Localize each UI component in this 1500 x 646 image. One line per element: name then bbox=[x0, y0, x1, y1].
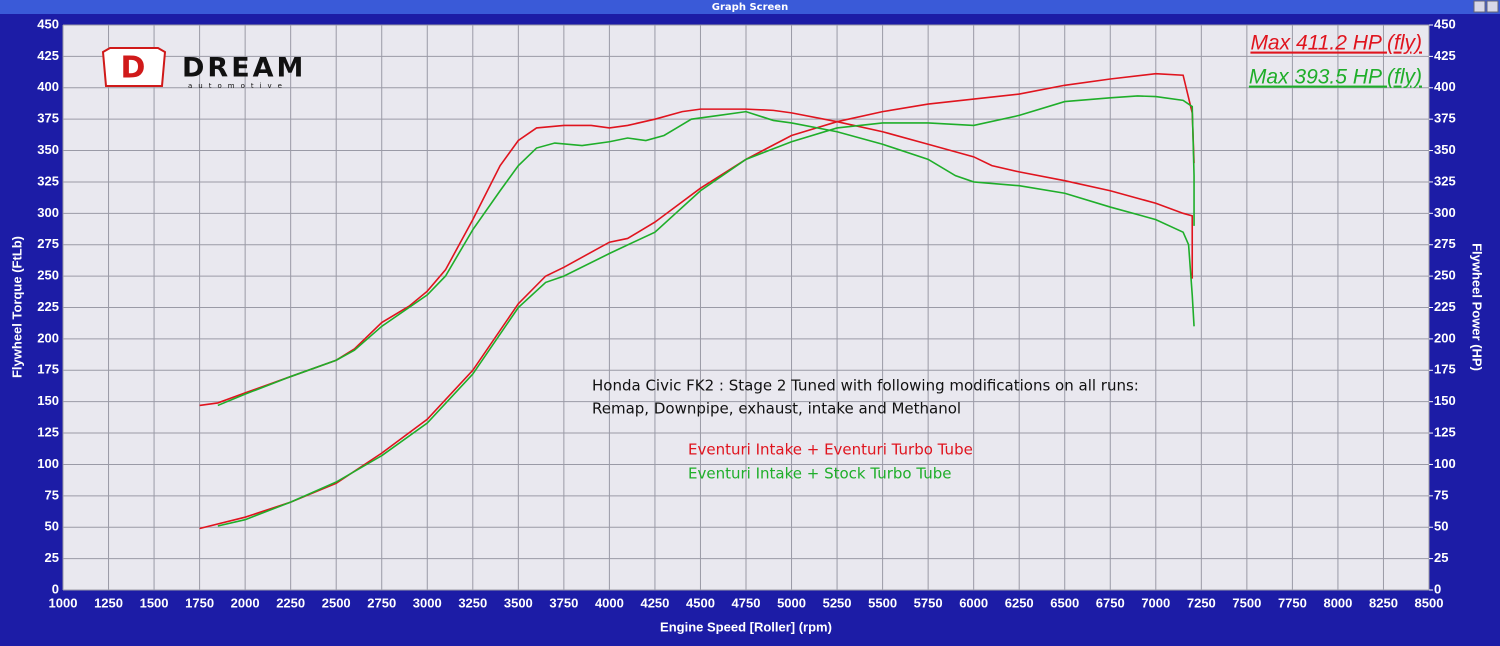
y-tick-label: 400 bbox=[37, 79, 59, 94]
y-tick-label: 425 bbox=[37, 48, 59, 63]
line bbox=[217, 95, 1195, 527]
legend-entry: Eventuri Intake + Eventuri Turbo Tube bbox=[688, 441, 973, 459]
x-tick-label: 1750 bbox=[185, 595, 214, 610]
y-tick-label: 150 bbox=[37, 393, 59, 408]
window-button[interactable] bbox=[1486, 0, 1499, 13]
line bbox=[217, 110, 1195, 407]
x-tick-label: 4750 bbox=[732, 595, 761, 610]
x-tick-label: 2000 bbox=[231, 595, 260, 610]
y2-tick-label: 225 bbox=[1434, 299, 1456, 314]
x-tick-label: 6000 bbox=[959, 595, 988, 610]
x-tick-label: 1000 bbox=[49, 595, 78, 610]
y2-tick-label: 325 bbox=[1434, 173, 1456, 188]
chart-layer bbox=[199, 72, 1195, 530]
window-title: Graph Screen bbox=[712, 2, 788, 13]
y2-tick-label: 425 bbox=[1434, 48, 1456, 63]
y2-tick-label: 175 bbox=[1434, 362, 1456, 377]
x-tick-label: 5500 bbox=[868, 595, 897, 610]
x-tick-label: 6750 bbox=[1096, 595, 1125, 610]
y2-tick-label: 100 bbox=[1434, 456, 1456, 471]
y2-tick-label: 75 bbox=[1434, 487, 1448, 502]
max-label: Max 411.2 HP (fly) bbox=[1250, 32, 1422, 55]
legend-entry: Eventuri Intake + Stock Turbo Tube bbox=[688, 465, 952, 483]
y2-tick-label: 300 bbox=[1434, 205, 1456, 220]
x-tick-label: 8250 bbox=[1369, 595, 1398, 610]
y-tick-label: 175 bbox=[37, 362, 59, 377]
max-label: Max 393.5 HP (fly) bbox=[1249, 66, 1422, 89]
y-tick-label: 275 bbox=[37, 236, 59, 251]
y-tick-label: 350 bbox=[37, 142, 59, 157]
x-tick-label: 8000 bbox=[1323, 595, 1352, 610]
x-tick-label: 4250 bbox=[640, 595, 669, 610]
y2-tick-label: 0 bbox=[1434, 581, 1441, 596]
y-tick-label: 0 bbox=[52, 581, 59, 596]
line bbox=[199, 108, 1194, 407]
x-tick-label: 2750 bbox=[367, 595, 396, 610]
y2-axis-label: Flywheel Power (HP) bbox=[1470, 243, 1485, 371]
logo-tagline: automotive bbox=[188, 82, 288, 90]
y2-tick-label: 450 bbox=[1434, 16, 1456, 31]
x-axis-label: Engine Speed [Roller] (rpm) bbox=[660, 619, 832, 634]
y-tick-label: 450 bbox=[37, 16, 59, 31]
x-tick-label: 3500 bbox=[504, 595, 533, 610]
window-button[interactable] bbox=[1473, 0, 1486, 13]
logo-mark: D bbox=[121, 51, 146, 86]
y2-tick-label: 25 bbox=[1434, 550, 1448, 565]
x-tick-label: 7250 bbox=[1187, 595, 1216, 610]
y2-tick-label: 350 bbox=[1434, 142, 1456, 157]
title-bar bbox=[0, 0, 1500, 14]
x-tick-label: 3250 bbox=[458, 595, 487, 610]
y-tick-label: 225 bbox=[37, 299, 59, 314]
x-tick-label: 5250 bbox=[823, 595, 852, 610]
y-tick-label: 325 bbox=[37, 173, 59, 188]
y-tick-label: 300 bbox=[37, 205, 59, 220]
y2-tick-label: 275 bbox=[1434, 236, 1456, 251]
logo-badge bbox=[101, 47, 167, 87]
x-tick-label: 2500 bbox=[322, 595, 351, 610]
y-tick-label: 100 bbox=[37, 456, 59, 471]
y-tick-label: 25 bbox=[45, 550, 59, 565]
y-tick-label: 125 bbox=[37, 424, 59, 439]
x-tick-label: 3750 bbox=[549, 595, 578, 610]
y-tick-label: 50 bbox=[45, 519, 59, 534]
x-tick-label: 6250 bbox=[1005, 595, 1034, 610]
x-tick-label: 1250 bbox=[94, 595, 123, 610]
logo-name: DREAM bbox=[182, 53, 306, 84]
x-tick-label: 7000 bbox=[1141, 595, 1170, 610]
y2-tick-label: 50 bbox=[1434, 519, 1448, 534]
x-tick-label: 1500 bbox=[140, 595, 169, 610]
x-tick-label: 8500 bbox=[1415, 595, 1444, 610]
x-tick-label: 7500 bbox=[1232, 595, 1261, 610]
x-tick-label: 3000 bbox=[413, 595, 442, 610]
x-tick-label: 4000 bbox=[595, 595, 624, 610]
y2-tick-label: 250 bbox=[1434, 268, 1456, 283]
y-axis-label: Flywheel Torque (FtLb) bbox=[9, 236, 24, 378]
x-tick-label: 6500 bbox=[1050, 595, 1079, 610]
line bbox=[199, 72, 1195, 530]
y-tick-label: 375 bbox=[37, 111, 59, 126]
x-tick-label: 5750 bbox=[914, 595, 943, 610]
y2-tick-label: 200 bbox=[1434, 330, 1456, 345]
y-tick-label: 75 bbox=[45, 487, 59, 502]
x-tick-label: 7750 bbox=[1278, 595, 1307, 610]
y2-tick-label: 375 bbox=[1434, 111, 1456, 126]
logo: D DREAM automotive bbox=[101, 47, 306, 90]
x-tick-label: 2250 bbox=[276, 595, 305, 610]
annotation: Remap, Downpipe, exhaust, intake and Met… bbox=[592, 400, 961, 418]
y2-tick-label: 125 bbox=[1434, 424, 1456, 439]
y-tick-label: 250 bbox=[37, 268, 59, 283]
y2-tick-label: 400 bbox=[1434, 79, 1456, 94]
annotation: Honda Civic FK2 : Stage 2 Tuned with fol… bbox=[592, 377, 1139, 395]
y-tick-label: 200 bbox=[37, 330, 59, 345]
x-tick-label: 5000 bbox=[777, 595, 806, 610]
x-tick-label: 4500 bbox=[686, 595, 715, 610]
y2-tick-label: 150 bbox=[1434, 393, 1456, 408]
